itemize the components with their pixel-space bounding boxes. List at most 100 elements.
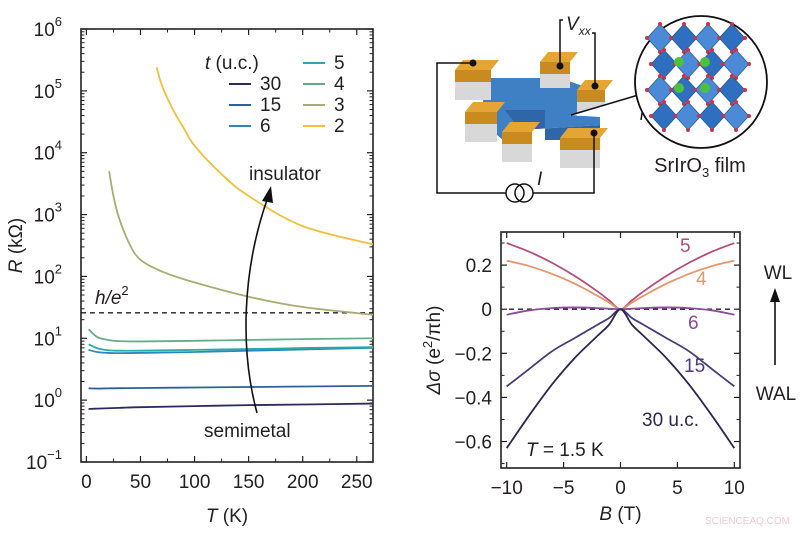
x-tick-label: 200 — [287, 472, 319, 493]
pad-bottom-right-substrate — [560, 150, 600, 168]
y-tick-exponent: −1 — [47, 447, 62, 462]
pad-top-middle-side — [540, 62, 570, 74]
oxygen-atom — [658, 74, 662, 78]
y-tick-exponent: 2 — [55, 261, 62, 276]
current-wire-left — [436, 62, 506, 194]
legend-label-2: 2 — [334, 116, 345, 137]
y-tick-base: 10 — [34, 144, 55, 165]
series-line-4 — [87, 328, 374, 343]
x-tick-label: −10 — [491, 478, 523, 499]
legend-title-unit: (u.c.) — [210, 53, 259, 74]
x-tick-label: 250 — [341, 472, 373, 493]
oxygen-atom — [734, 128, 738, 132]
y-tick-base: 10 — [26, 453, 47, 474]
y-axis-variable: Δσ — [424, 369, 445, 396]
oxygen-atom — [710, 128, 714, 132]
oxygen-atom — [669, 36, 673, 40]
pad-top-left-substrate — [455, 82, 491, 100]
y-tick-exponent: 3 — [55, 200, 62, 215]
y-tick-label: 104 — [34, 138, 62, 165]
oxygen-atom — [730, 22, 734, 26]
transition-arrow — [245, 196, 269, 414]
oxygen-atom — [721, 62, 725, 66]
legend-title-variable: t — [205, 53, 211, 74]
legend-label-3: 3 — [334, 95, 345, 116]
y-axis-label: Δσ (e2/πh) — [420, 306, 445, 396]
oxygen-atom — [682, 22, 686, 26]
oxygen-atom — [682, 74, 686, 78]
film-formula: SrIrO — [654, 155, 702, 177]
y-axis-label: R (kΩ) — [6, 218, 27, 273]
oxygen-atom — [693, 88, 697, 92]
y-tick-label: 103 — [34, 200, 62, 227]
x-axis-label: B (T) — [599, 504, 641, 525]
x-tick-label: 0 — [81, 472, 92, 493]
plot-frame — [80, 28, 374, 463]
voltage-symbol: V — [566, 14, 581, 35]
wal-label: WAL — [756, 384, 796, 405]
y-tick-label: −0.6 — [454, 433, 492, 454]
pad-bottom-right-top — [560, 128, 608, 138]
series-label-15: 15 — [684, 356, 705, 377]
contact-dot — [556, 62, 564, 70]
oxygen-atom — [669, 88, 673, 92]
x-axis-variable: B — [599, 504, 612, 525]
pad-top-left-top — [455, 60, 499, 70]
oxygen-atom — [717, 88, 721, 92]
x-tick-label: 0 — [615, 478, 626, 499]
oxygen-atom — [717, 36, 721, 40]
x-axis-unit: (T) — [612, 504, 642, 525]
oxygen-atom — [697, 114, 701, 118]
y-tick-exponent: 4 — [55, 138, 62, 153]
oxygen-atom — [721, 114, 725, 118]
label-exponent: 2 — [121, 283, 128, 298]
y-tick-label: 0.2 — [466, 256, 492, 277]
series-line-15 — [88, 384, 374, 390]
oxygen-atom — [710, 48, 714, 52]
oxygen-atom — [673, 114, 677, 118]
series-line-30 — [88, 402, 374, 410]
oxygen-atom — [743, 88, 747, 92]
strontium-atom — [700, 57, 710, 67]
arrow-head-icon — [770, 288, 780, 302]
series-line-5 — [88, 343, 374, 352]
legend-title: t (u.c.) — [205, 53, 259, 74]
series-line-3 — [108, 171, 374, 316]
oxygen-atom — [645, 36, 649, 40]
pad-top-left-side — [455, 70, 491, 82]
voltage-subscript: xx — [578, 24, 592, 38]
semimetal-label: semimetal — [204, 421, 291, 442]
condition-variable: T — [526, 440, 539, 461]
pad-bottom-middle-side — [502, 132, 532, 144]
y-tick-exponent: 5 — [55, 76, 62, 91]
oxygen-atom — [686, 48, 690, 52]
x-tick-label: 150 — [233, 472, 265, 493]
series-line-6 — [88, 346, 374, 355]
y-tick-exponent: 1 — [55, 323, 62, 338]
pad-bottom-right-side — [560, 138, 600, 150]
x-tick-label: 100 — [179, 472, 211, 493]
y-tick-base: 10 — [34, 20, 55, 41]
x-axis-label: T (K) — [206, 506, 248, 527]
insulator-label: insulator — [249, 164, 321, 185]
oxygen-atom — [730, 74, 734, 78]
oxygen-atom — [658, 22, 662, 26]
oxygen-atom — [686, 100, 690, 104]
y-tick-label: −0.2 — [454, 344, 492, 365]
x-tick-label: 5 — [672, 478, 683, 499]
pad-left-lower-substrate — [465, 124, 497, 142]
series-label-30uc: 30 u.c. — [642, 410, 699, 431]
pad-left-lower-side — [465, 112, 497, 124]
y-tick-label: 106 — [34, 14, 62, 41]
contact-dot — [591, 82, 599, 90]
y-axis-unit: /πh) — [424, 306, 445, 341]
legend-label-5: 5 — [334, 53, 345, 74]
current-label: I — [537, 169, 543, 190]
legend-label-6: 6 — [260, 116, 271, 137]
strontium-atom — [700, 83, 710, 93]
oxygen-atom — [697, 62, 701, 66]
y-tick-label: 101 — [34, 323, 62, 350]
series-line-30uc — [505, 308, 736, 449]
magnetoconductance-chart: 0.2 0 −0.2 −0.4 −0.6 −10 −5 0 5 10 B (T) Δσ (e2/πh)… — [420, 231, 796, 525]
